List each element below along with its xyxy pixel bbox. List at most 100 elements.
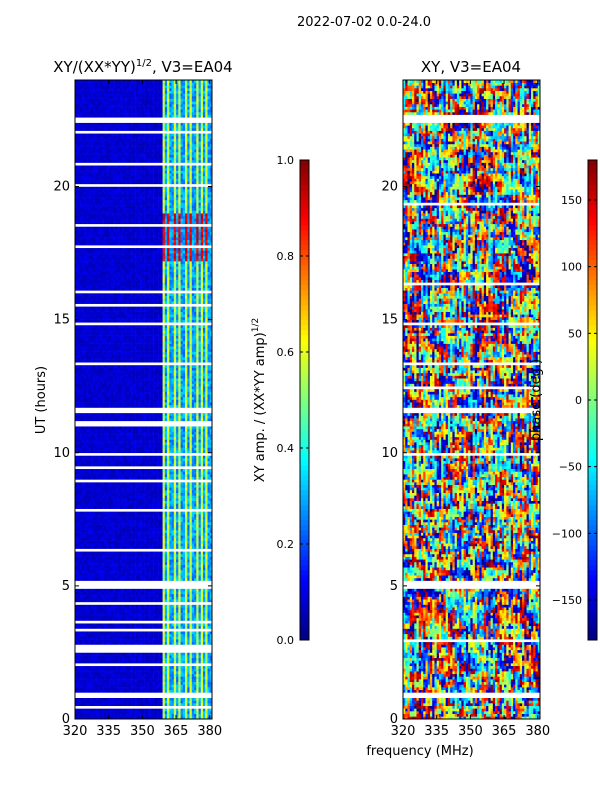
heatmap-cell: [176, 559, 179, 562]
heatmap-cell: [77, 567, 80, 570]
heatmap-cell: [77, 487, 80, 490]
heatmap-cell: [136, 565, 139, 568]
heatmap-cell: [154, 623, 157, 626]
heatmap-cell: [113, 578, 116, 581]
heatmap-cell: [127, 511, 130, 514]
heatmap-cell: [149, 562, 152, 565]
heatmap-cell: [190, 679, 193, 682]
heatmap-cell: [100, 485, 103, 488]
heatmap-cell: [151, 554, 154, 557]
heatmap-cell: [208, 554, 211, 557]
heatmap-cell: [88, 519, 91, 522]
heatmap-cell: [156, 642, 159, 645]
heatmap-cell: [140, 485, 143, 488]
heatmap-cell: [84, 533, 87, 536]
heatmap-cell: [131, 642, 134, 645]
heatmap-cell: [199, 525, 202, 528]
heatmap-cell: [181, 463, 184, 466]
heatmap-cell: [127, 623, 130, 626]
heatmap-cell: [205, 517, 208, 520]
heatmap-cell: [79, 461, 82, 464]
heatmap-cell: [165, 458, 168, 461]
heatmap-cell: [88, 623, 91, 626]
heatmap-cell: [149, 687, 152, 690]
heatmap-cell: [160, 682, 163, 685]
heatmap-cell: [147, 503, 150, 506]
heatmap-cell: [194, 660, 197, 663]
heatmap-cell: [167, 594, 170, 597]
heatmap-cell: [178, 682, 181, 685]
heatmap-cell: [158, 503, 161, 506]
heatmap-cell: [88, 535, 91, 538]
heatmap-cell: [140, 599, 143, 602]
heatmap-cell: [104, 708, 107, 711]
heatmap-cell: [122, 690, 125, 693]
heatmap-cell: [190, 655, 193, 658]
heatmap-cell: [104, 597, 107, 600]
heatmap-cell: [183, 703, 186, 706]
heatmap-cell: [199, 538, 202, 541]
heatmap-cell: [138, 530, 141, 533]
heatmap-cell: [147, 652, 150, 655]
heatmap-cell: [91, 698, 94, 701]
heatmap-cell: [203, 543, 206, 546]
heatmap-cell: [106, 565, 109, 568]
heatmap-cell: [169, 605, 172, 608]
heatmap-cell: [208, 501, 211, 504]
heatmap-cell: [187, 594, 190, 597]
heatmap-cell: [131, 575, 134, 578]
heatmap-cell: [127, 527, 130, 530]
heatmap-cell: [156, 666, 159, 669]
heatmap-cell: [91, 535, 94, 538]
heatmap-cell: [95, 554, 98, 557]
heatmap-cell: [154, 525, 157, 528]
heatmap-cell: [82, 506, 85, 509]
heatmap-cell: [181, 578, 184, 581]
heatmap-cell: [145, 533, 148, 536]
heatmap-cell: [183, 551, 186, 554]
heatmap-cell: [167, 474, 170, 477]
heatmap-cell: [86, 546, 89, 549]
heatmap-cell: [131, 636, 134, 639]
heatmap-cell: [77, 575, 80, 578]
heatmap-cell: [91, 623, 94, 626]
heatmap-cell: [86, 703, 89, 706]
heatmap-cell: [147, 610, 150, 613]
heatmap-cell: [95, 503, 98, 506]
heatmap-cell: [115, 711, 118, 714]
heatmap-cell: [208, 482, 211, 485]
heatmap-cell: [127, 698, 130, 701]
heatmap-cell: [104, 714, 107, 717]
heatmap-cell: [106, 570, 109, 573]
heatmap-cell: [181, 618, 184, 621]
heatmap-cell: [109, 546, 112, 549]
heatmap-cell: [156, 522, 159, 525]
heatmap-cell: [122, 660, 125, 663]
heatmap-cell: [208, 671, 211, 674]
heatmap-cell: [120, 615, 123, 618]
heatmap-cell: [149, 487, 152, 490]
heatmap-cell: [104, 698, 107, 701]
heatmap-cell: [194, 458, 197, 461]
heatmap-cell: [203, 530, 206, 533]
heatmap-cell: [113, 477, 116, 480]
heatmap-cell: [100, 591, 103, 594]
heatmap-cell: [111, 543, 114, 546]
heatmap-cell: [142, 469, 145, 472]
heatmap-cell: [93, 714, 96, 717]
heatmap-cell: [86, 554, 89, 557]
heatmap-cell: [199, 493, 202, 496]
heatmap-cell: [120, 538, 123, 541]
heatmap-cell: [163, 666, 166, 669]
heatmap-cell: [167, 578, 170, 581]
heatmap-cell: [109, 607, 112, 610]
heatmap-cell: [104, 700, 107, 703]
heatmap-cell: [129, 578, 132, 581]
heatmap-cell: [147, 684, 150, 687]
heatmap-cell: [129, 570, 132, 573]
heatmap-cell: [136, 541, 139, 544]
heatmap-cell: [124, 511, 127, 514]
heatmap-cell: [115, 597, 118, 600]
flagged-row: [75, 466, 212, 469]
heatmap-cell: [178, 570, 181, 573]
